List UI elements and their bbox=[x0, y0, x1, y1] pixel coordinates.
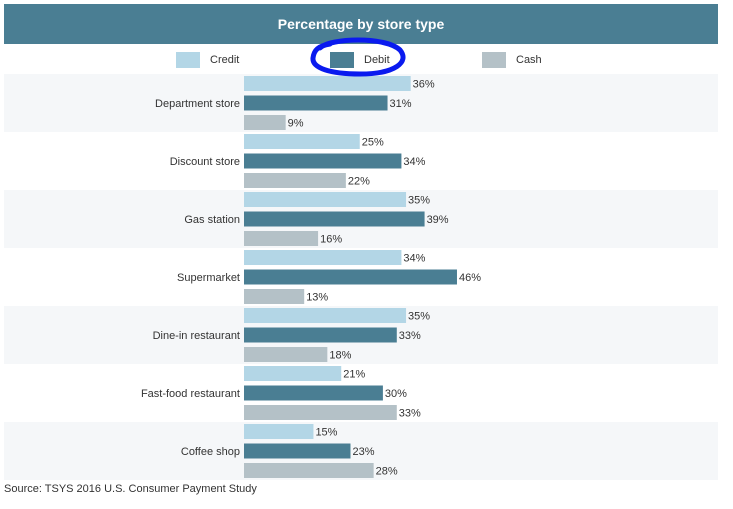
legend-swatch-debit bbox=[330, 52, 354, 68]
bar-debit bbox=[244, 153, 402, 169]
data-label: 35% bbox=[408, 311, 430, 323]
data-label: 16% bbox=[320, 234, 342, 246]
bar-cash bbox=[244, 289, 305, 304]
data-label: 34% bbox=[403, 253, 425, 265]
category-label: Supermarket bbox=[177, 272, 240, 284]
data-label: 31% bbox=[390, 98, 412, 110]
bar-debit bbox=[244, 443, 351, 459]
bar-cash bbox=[244, 173, 346, 188]
bar-debit bbox=[244, 385, 383, 401]
legend-item-debit[interactable]: Debit bbox=[330, 51, 390, 69]
category-label: Discount store bbox=[170, 156, 240, 168]
bar-debit bbox=[244, 211, 425, 227]
bar-cash bbox=[244, 347, 328, 362]
bar-debit bbox=[244, 95, 388, 111]
data-label: 21% bbox=[343, 369, 365, 381]
legend-label-cash: Cash bbox=[516, 54, 542, 66]
data-label: 22% bbox=[348, 176, 370, 188]
data-label: 30% bbox=[385, 388, 407, 400]
bar-cash bbox=[244, 405, 397, 420]
data-label: 9% bbox=[288, 118, 304, 130]
data-label: 13% bbox=[306, 292, 328, 304]
data-label: 25% bbox=[362, 137, 384, 149]
bar-credit bbox=[244, 366, 342, 381]
data-label: 15% bbox=[315, 427, 337, 439]
category-label: Department store bbox=[155, 98, 240, 110]
data-label: 23% bbox=[352, 446, 374, 458]
data-label: 34% bbox=[403, 156, 425, 168]
legend-swatch-cash bbox=[482, 52, 506, 68]
bar-credit bbox=[244, 250, 402, 265]
category-label: Fast-food restaurant bbox=[141, 388, 240, 400]
chart-title: Percentage by store type bbox=[4, 4, 718, 44]
bar-credit bbox=[244, 308, 407, 323]
data-label: 39% bbox=[427, 214, 449, 226]
data-label: 46% bbox=[459, 272, 481, 284]
bar-debit bbox=[244, 269, 457, 285]
bar-credit bbox=[244, 134, 360, 149]
category-label: Dine-in restaurant bbox=[153, 330, 240, 342]
legend-item-cash[interactable]: Cash bbox=[482, 51, 542, 69]
bar-credit bbox=[244, 192, 407, 207]
data-label: 33% bbox=[399, 408, 421, 420]
bar-credit bbox=[244, 424, 314, 439]
data-label: 33% bbox=[399, 330, 421, 342]
category-label: Coffee shop bbox=[181, 446, 240, 458]
annotation-circle bbox=[310, 37, 406, 77]
category-label: Gas station bbox=[184, 214, 240, 226]
bar-cash bbox=[244, 463, 374, 478]
bar-credit bbox=[244, 76, 411, 91]
data-label: 18% bbox=[329, 350, 351, 362]
source-note: Source: TSYS 2016 U.S. Consumer Payment … bbox=[4, 483, 257, 495]
data-label: 36% bbox=[413, 79, 435, 91]
legend-swatch-credit bbox=[176, 52, 200, 68]
legend-label-debit: Debit bbox=[364, 54, 390, 66]
legend-item-credit[interactable]: Credit bbox=[176, 51, 239, 69]
data-label: 35% bbox=[408, 195, 430, 207]
data-label: 28% bbox=[376, 466, 398, 478]
bar-debit bbox=[244, 327, 397, 343]
legend-label-credit: Credit bbox=[210, 54, 240, 66]
bar-cash bbox=[244, 115, 286, 130]
bar-cash bbox=[244, 231, 319, 246]
